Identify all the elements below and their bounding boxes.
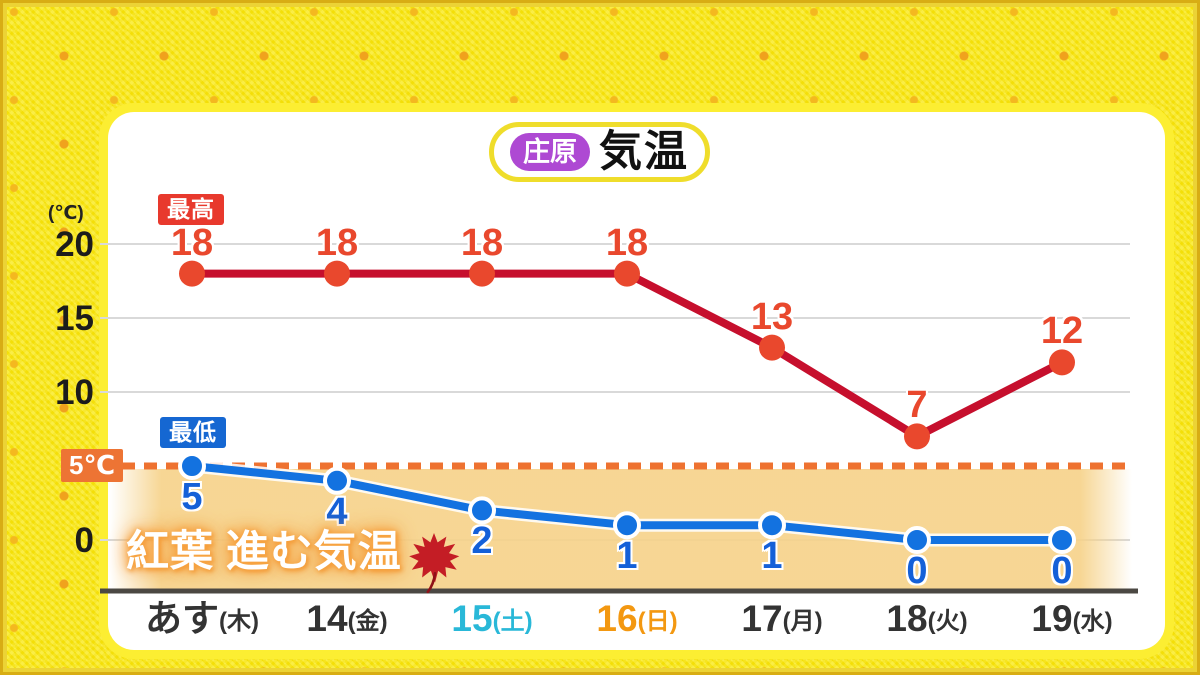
x-tick-label-0: あす (木)	[145, 597, 259, 641]
x-label-weekday: (水)	[1072, 607, 1113, 635]
title-label: 気温	[599, 127, 689, 176]
max-data-point-3	[614, 260, 640, 287]
min-value-label-4: 1	[761, 535, 783, 578]
x-tick-label-6: 19 (水)	[1031, 597, 1112, 641]
max-value-label-0: 18	[170, 221, 214, 264]
x-label-day: 16	[596, 598, 638, 639]
annotation-text: 紅葉 進む気温	[126, 529, 402, 576]
y-tick-label-0: 0	[74, 521, 94, 560]
page-title: 庄原 気温	[489, 122, 710, 182]
x-tick-label-1: 14 (金)	[306, 597, 387, 641]
y-axis-unit: (℃)	[48, 203, 84, 224]
max-value-label-2: 18	[460, 221, 504, 264]
min-data-point-2	[468, 496, 496, 525]
x-label-weekday: (土)	[492, 607, 533, 635]
x-label-weekday: (月)	[782, 607, 823, 635]
min-value-label-6: 0	[1051, 550, 1073, 592]
x-label-day: 18	[886, 598, 928, 639]
y-tick-label-20: 20	[55, 225, 94, 264]
legend-min-label: 最低	[160, 417, 226, 448]
legend-max-label: 最高	[158, 194, 224, 225]
x-label-weekday: (火)	[927, 607, 968, 635]
min-data-point-4	[758, 511, 786, 540]
max-value-label-5: 7	[906, 384, 928, 427]
x-label-weekday: (木)	[219, 607, 259, 635]
max-data-point-2	[469, 260, 495, 287]
x-label-day: あす	[145, 598, 220, 639]
max-value-label-3: 18	[605, 221, 649, 264]
min-data-point-6	[1048, 526, 1076, 554]
x-label-day: 15	[451, 598, 493, 639]
max-data-point-6	[1049, 349, 1075, 376]
x-tick-label-4: 17 (月)	[741, 597, 822, 641]
max-value-label-1: 18	[315, 221, 359, 264]
y-tick-label-10: 10	[55, 373, 94, 412]
max-value-label-6: 12	[1040, 310, 1084, 353]
max-temp-line	[188, 269, 1066, 441]
min-data-point-5	[903, 526, 931, 554]
min-value-label-0: 5	[181, 476, 203, 518]
threshold-5c-label: 5℃	[61, 449, 123, 482]
annotation-autumn-leaves: 紅葉 進む気温	[126, 528, 460, 605]
x-label-day: 17	[741, 598, 783, 639]
min-value-label-2: 2	[471, 520, 493, 563]
min-value-label-3: 1	[616, 535, 638, 578]
x-label-day: 14	[306, 598, 348, 639]
max-data-point-4	[759, 334, 785, 361]
min-data-point-1	[323, 466, 351, 495]
maple-leaf-icon	[408, 532, 460, 605]
min-value-label-5: 0	[906, 550, 928, 592]
x-tick-label-2: 15 (土)	[451, 597, 532, 641]
x-tick-label-3: 16 (日)	[596, 597, 677, 641]
y-tick-label-15: 15	[55, 299, 94, 338]
min-data-point-3	[613, 511, 641, 540]
max-data-point-5	[904, 423, 930, 450]
x-label-weekday: (日)	[637, 607, 678, 635]
max-data-point-0	[179, 260, 205, 287]
x-label-day: 19	[1031, 598, 1073, 639]
location-badge: 庄原	[510, 132, 590, 172]
min-value-label-1: 4	[326, 490, 348, 533]
max-value-label-4: 13	[750, 295, 794, 338]
max-data-point-1	[324, 260, 350, 287]
min-data-point-0	[178, 452, 206, 480]
x-tick-label-5: 18 (火)	[886, 597, 967, 641]
x-label-weekday: (金)	[347, 607, 388, 635]
